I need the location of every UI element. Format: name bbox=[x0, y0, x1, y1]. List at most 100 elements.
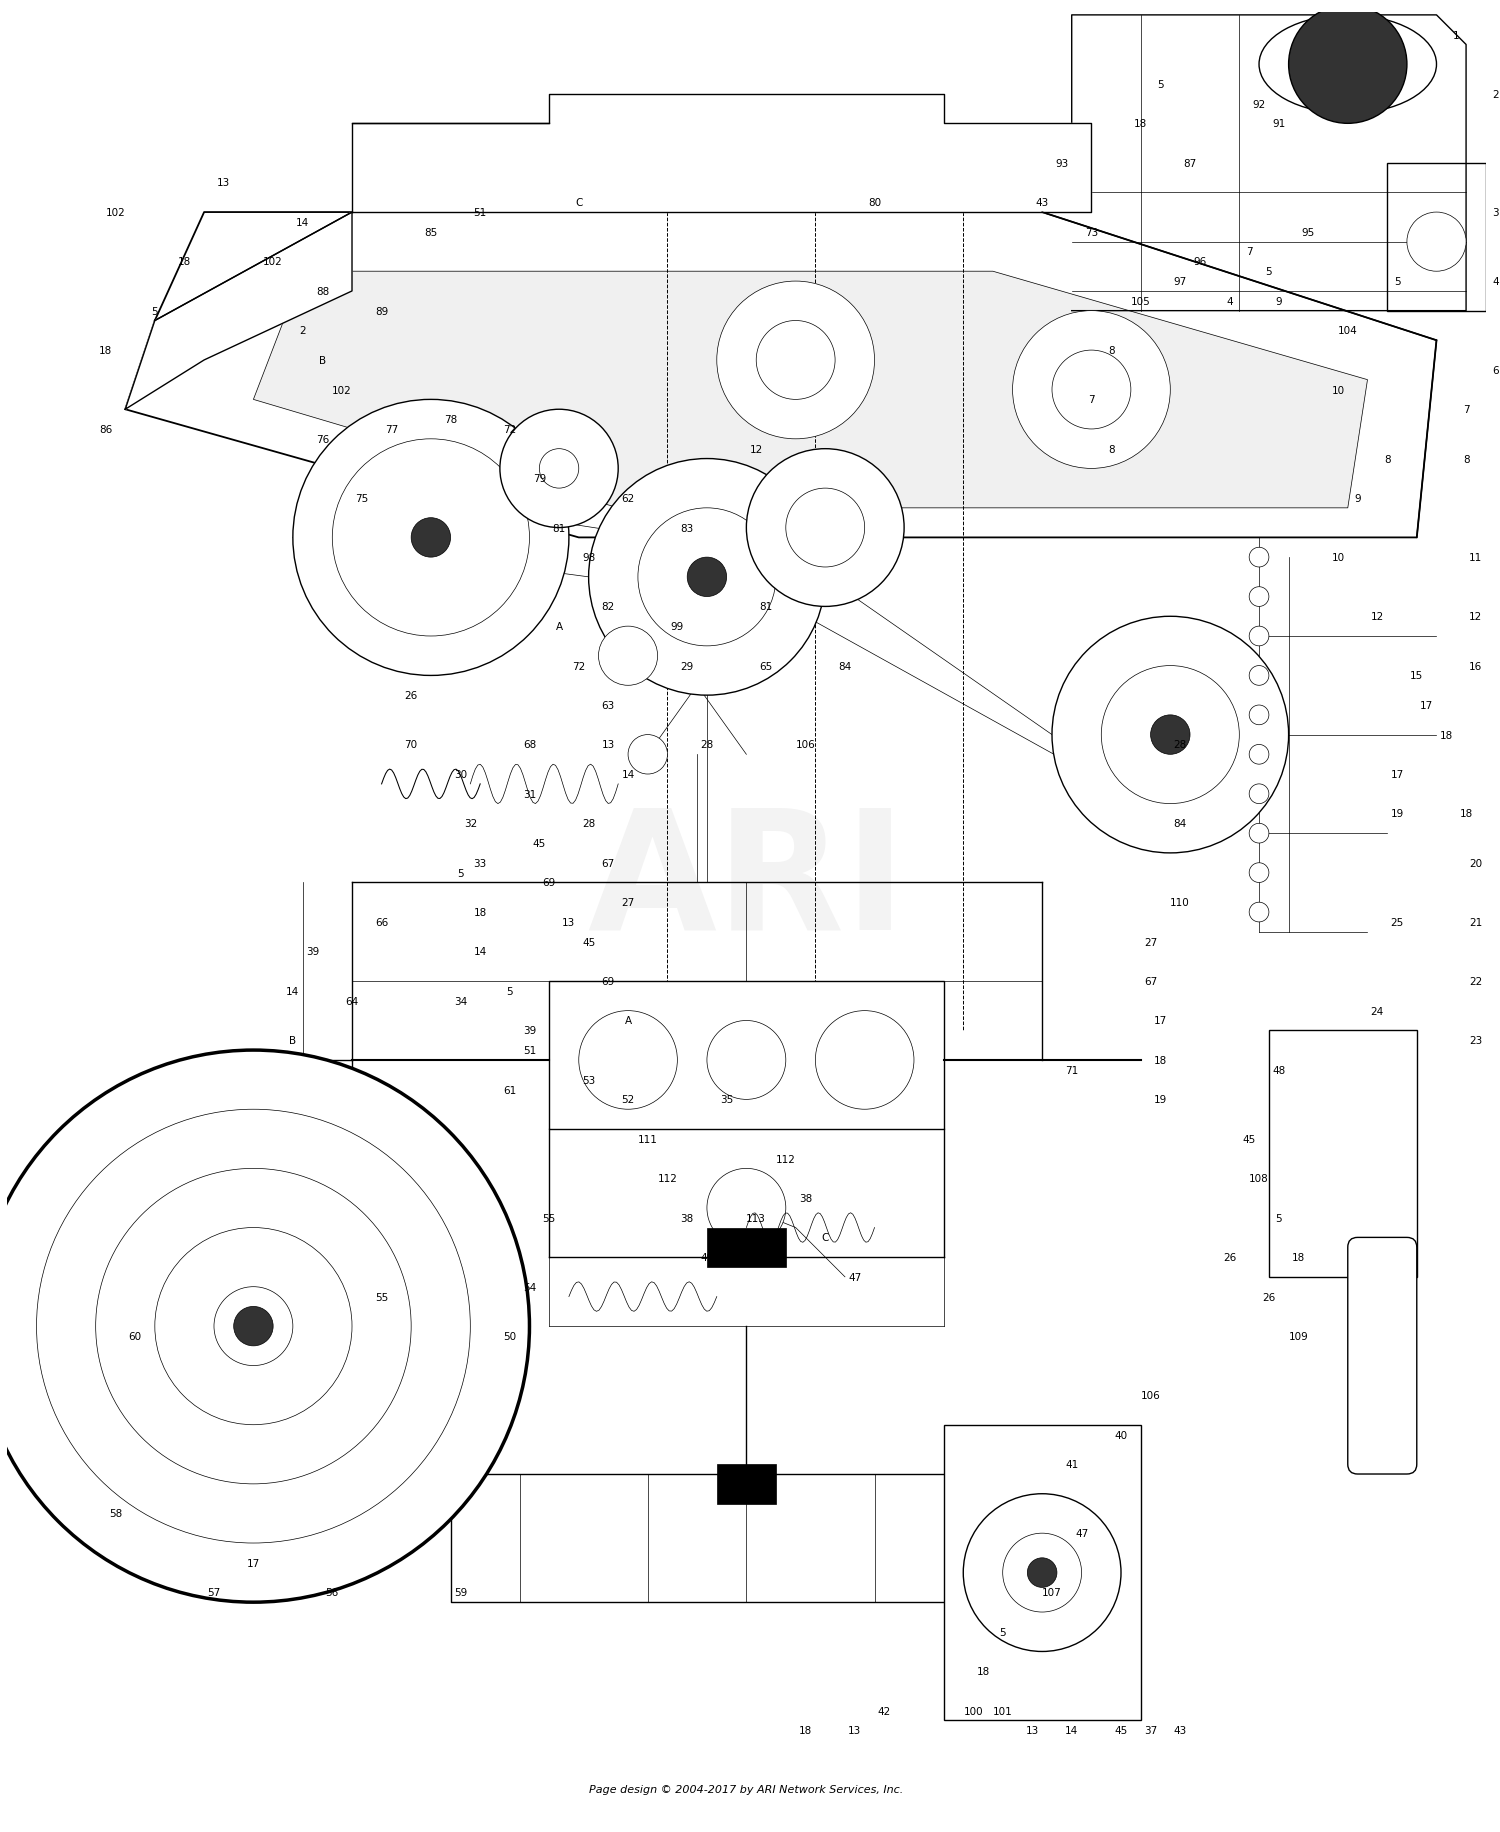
Circle shape bbox=[1250, 667, 1269, 685]
Text: 27: 27 bbox=[621, 898, 634, 907]
Circle shape bbox=[540, 449, 579, 489]
Text: 18: 18 bbox=[474, 907, 488, 918]
Text: 8: 8 bbox=[1462, 454, 1470, 463]
Text: 63: 63 bbox=[602, 700, 615, 711]
Text: 30: 30 bbox=[454, 769, 466, 780]
Text: 112: 112 bbox=[657, 1174, 678, 1183]
Text: 69: 69 bbox=[543, 878, 556, 889]
Circle shape bbox=[628, 735, 668, 775]
Text: B: B bbox=[320, 355, 326, 366]
Text: 72: 72 bbox=[572, 661, 585, 671]
Text: 42: 42 bbox=[878, 1706, 891, 1717]
Circle shape bbox=[1250, 627, 1269, 647]
Text: A: A bbox=[624, 1017, 632, 1026]
Text: 110: 110 bbox=[1170, 898, 1190, 907]
Circle shape bbox=[292, 399, 568, 676]
Text: 80: 80 bbox=[868, 198, 880, 209]
Text: 39: 39 bbox=[524, 1026, 536, 1035]
Circle shape bbox=[0, 1050, 530, 1603]
Text: 66: 66 bbox=[375, 918, 388, 927]
Circle shape bbox=[1250, 548, 1269, 568]
Text: 87: 87 bbox=[1184, 159, 1197, 169]
Circle shape bbox=[333, 440, 530, 638]
Circle shape bbox=[1101, 667, 1239, 804]
Text: 53: 53 bbox=[582, 1075, 596, 1085]
Text: 38: 38 bbox=[681, 1213, 694, 1224]
Circle shape bbox=[1028, 1557, 1057, 1588]
Text: 7: 7 bbox=[1462, 405, 1470, 416]
Text: 29: 29 bbox=[681, 661, 694, 671]
Text: 50: 50 bbox=[503, 1332, 516, 1341]
Text: 73: 73 bbox=[1084, 227, 1098, 238]
FancyBboxPatch shape bbox=[1348, 1238, 1418, 1475]
Text: 12: 12 bbox=[1470, 612, 1482, 621]
Text: 33: 33 bbox=[474, 857, 488, 868]
Circle shape bbox=[96, 1169, 411, 1484]
Circle shape bbox=[1288, 5, 1407, 125]
Text: 51: 51 bbox=[474, 209, 488, 218]
Text: 26: 26 bbox=[405, 691, 418, 702]
Text: 71: 71 bbox=[1065, 1064, 1078, 1075]
Text: 54: 54 bbox=[524, 1282, 536, 1292]
Text: 17: 17 bbox=[1390, 769, 1404, 780]
Text: 68: 68 bbox=[524, 740, 536, 749]
Text: 10: 10 bbox=[1332, 553, 1344, 562]
Circle shape bbox=[1250, 824, 1269, 843]
Text: 5: 5 bbox=[152, 306, 157, 317]
Circle shape bbox=[234, 1306, 273, 1347]
Text: 70: 70 bbox=[405, 740, 417, 749]
Text: 4: 4 bbox=[1226, 297, 1233, 306]
Text: 67: 67 bbox=[602, 857, 615, 868]
Text: 39: 39 bbox=[306, 947, 320, 956]
Text: 27: 27 bbox=[1144, 938, 1156, 947]
Circle shape bbox=[786, 489, 864, 568]
Text: 97: 97 bbox=[1173, 277, 1186, 288]
Text: C: C bbox=[822, 1233, 830, 1242]
Text: 22: 22 bbox=[1470, 976, 1482, 986]
Text: 67: 67 bbox=[1144, 976, 1156, 986]
Text: 81: 81 bbox=[759, 603, 772, 612]
Text: 8: 8 bbox=[1108, 346, 1114, 355]
Circle shape bbox=[154, 1227, 352, 1425]
FancyBboxPatch shape bbox=[706, 1227, 786, 1268]
Text: 5: 5 bbox=[1394, 277, 1401, 288]
Text: 82: 82 bbox=[602, 603, 615, 612]
Circle shape bbox=[717, 282, 874, 440]
Text: 93: 93 bbox=[1054, 159, 1068, 169]
Text: 55: 55 bbox=[375, 1292, 388, 1303]
Text: 18: 18 bbox=[178, 256, 190, 267]
Text: 13: 13 bbox=[602, 740, 615, 749]
Text: 18: 18 bbox=[1154, 1055, 1167, 1066]
Text: 7: 7 bbox=[1246, 247, 1252, 256]
Text: 35: 35 bbox=[720, 1096, 734, 1105]
Text: 26: 26 bbox=[1222, 1253, 1236, 1262]
Text: 104: 104 bbox=[1338, 326, 1358, 337]
Text: 8: 8 bbox=[1384, 454, 1390, 463]
Text: 18: 18 bbox=[99, 346, 112, 355]
Circle shape bbox=[1250, 705, 1269, 725]
Text: 14: 14 bbox=[621, 769, 634, 780]
Text: 75: 75 bbox=[356, 493, 369, 504]
Circle shape bbox=[500, 410, 618, 528]
Text: 34: 34 bbox=[454, 997, 466, 1006]
Text: 105: 105 bbox=[1131, 297, 1150, 306]
Text: 18: 18 bbox=[976, 1667, 990, 1676]
Text: 11: 11 bbox=[1470, 553, 1482, 562]
Text: 61: 61 bbox=[503, 1085, 516, 1096]
Text: 2: 2 bbox=[300, 326, 306, 337]
Circle shape bbox=[1052, 352, 1131, 431]
Text: 5: 5 bbox=[1266, 267, 1272, 277]
Text: 43: 43 bbox=[1173, 1726, 1186, 1735]
Text: 18: 18 bbox=[1440, 731, 1454, 740]
Polygon shape bbox=[1071, 16, 1466, 311]
Ellipse shape bbox=[1258, 16, 1437, 114]
Text: 16: 16 bbox=[1470, 661, 1482, 671]
Text: 48: 48 bbox=[1272, 1064, 1286, 1075]
Text: 78: 78 bbox=[444, 414, 458, 425]
Text: 40: 40 bbox=[1114, 1429, 1128, 1440]
Circle shape bbox=[1250, 863, 1269, 883]
Circle shape bbox=[1052, 617, 1288, 854]
Circle shape bbox=[411, 518, 450, 557]
Text: 5: 5 bbox=[1156, 81, 1164, 90]
Text: 17: 17 bbox=[1420, 700, 1434, 711]
